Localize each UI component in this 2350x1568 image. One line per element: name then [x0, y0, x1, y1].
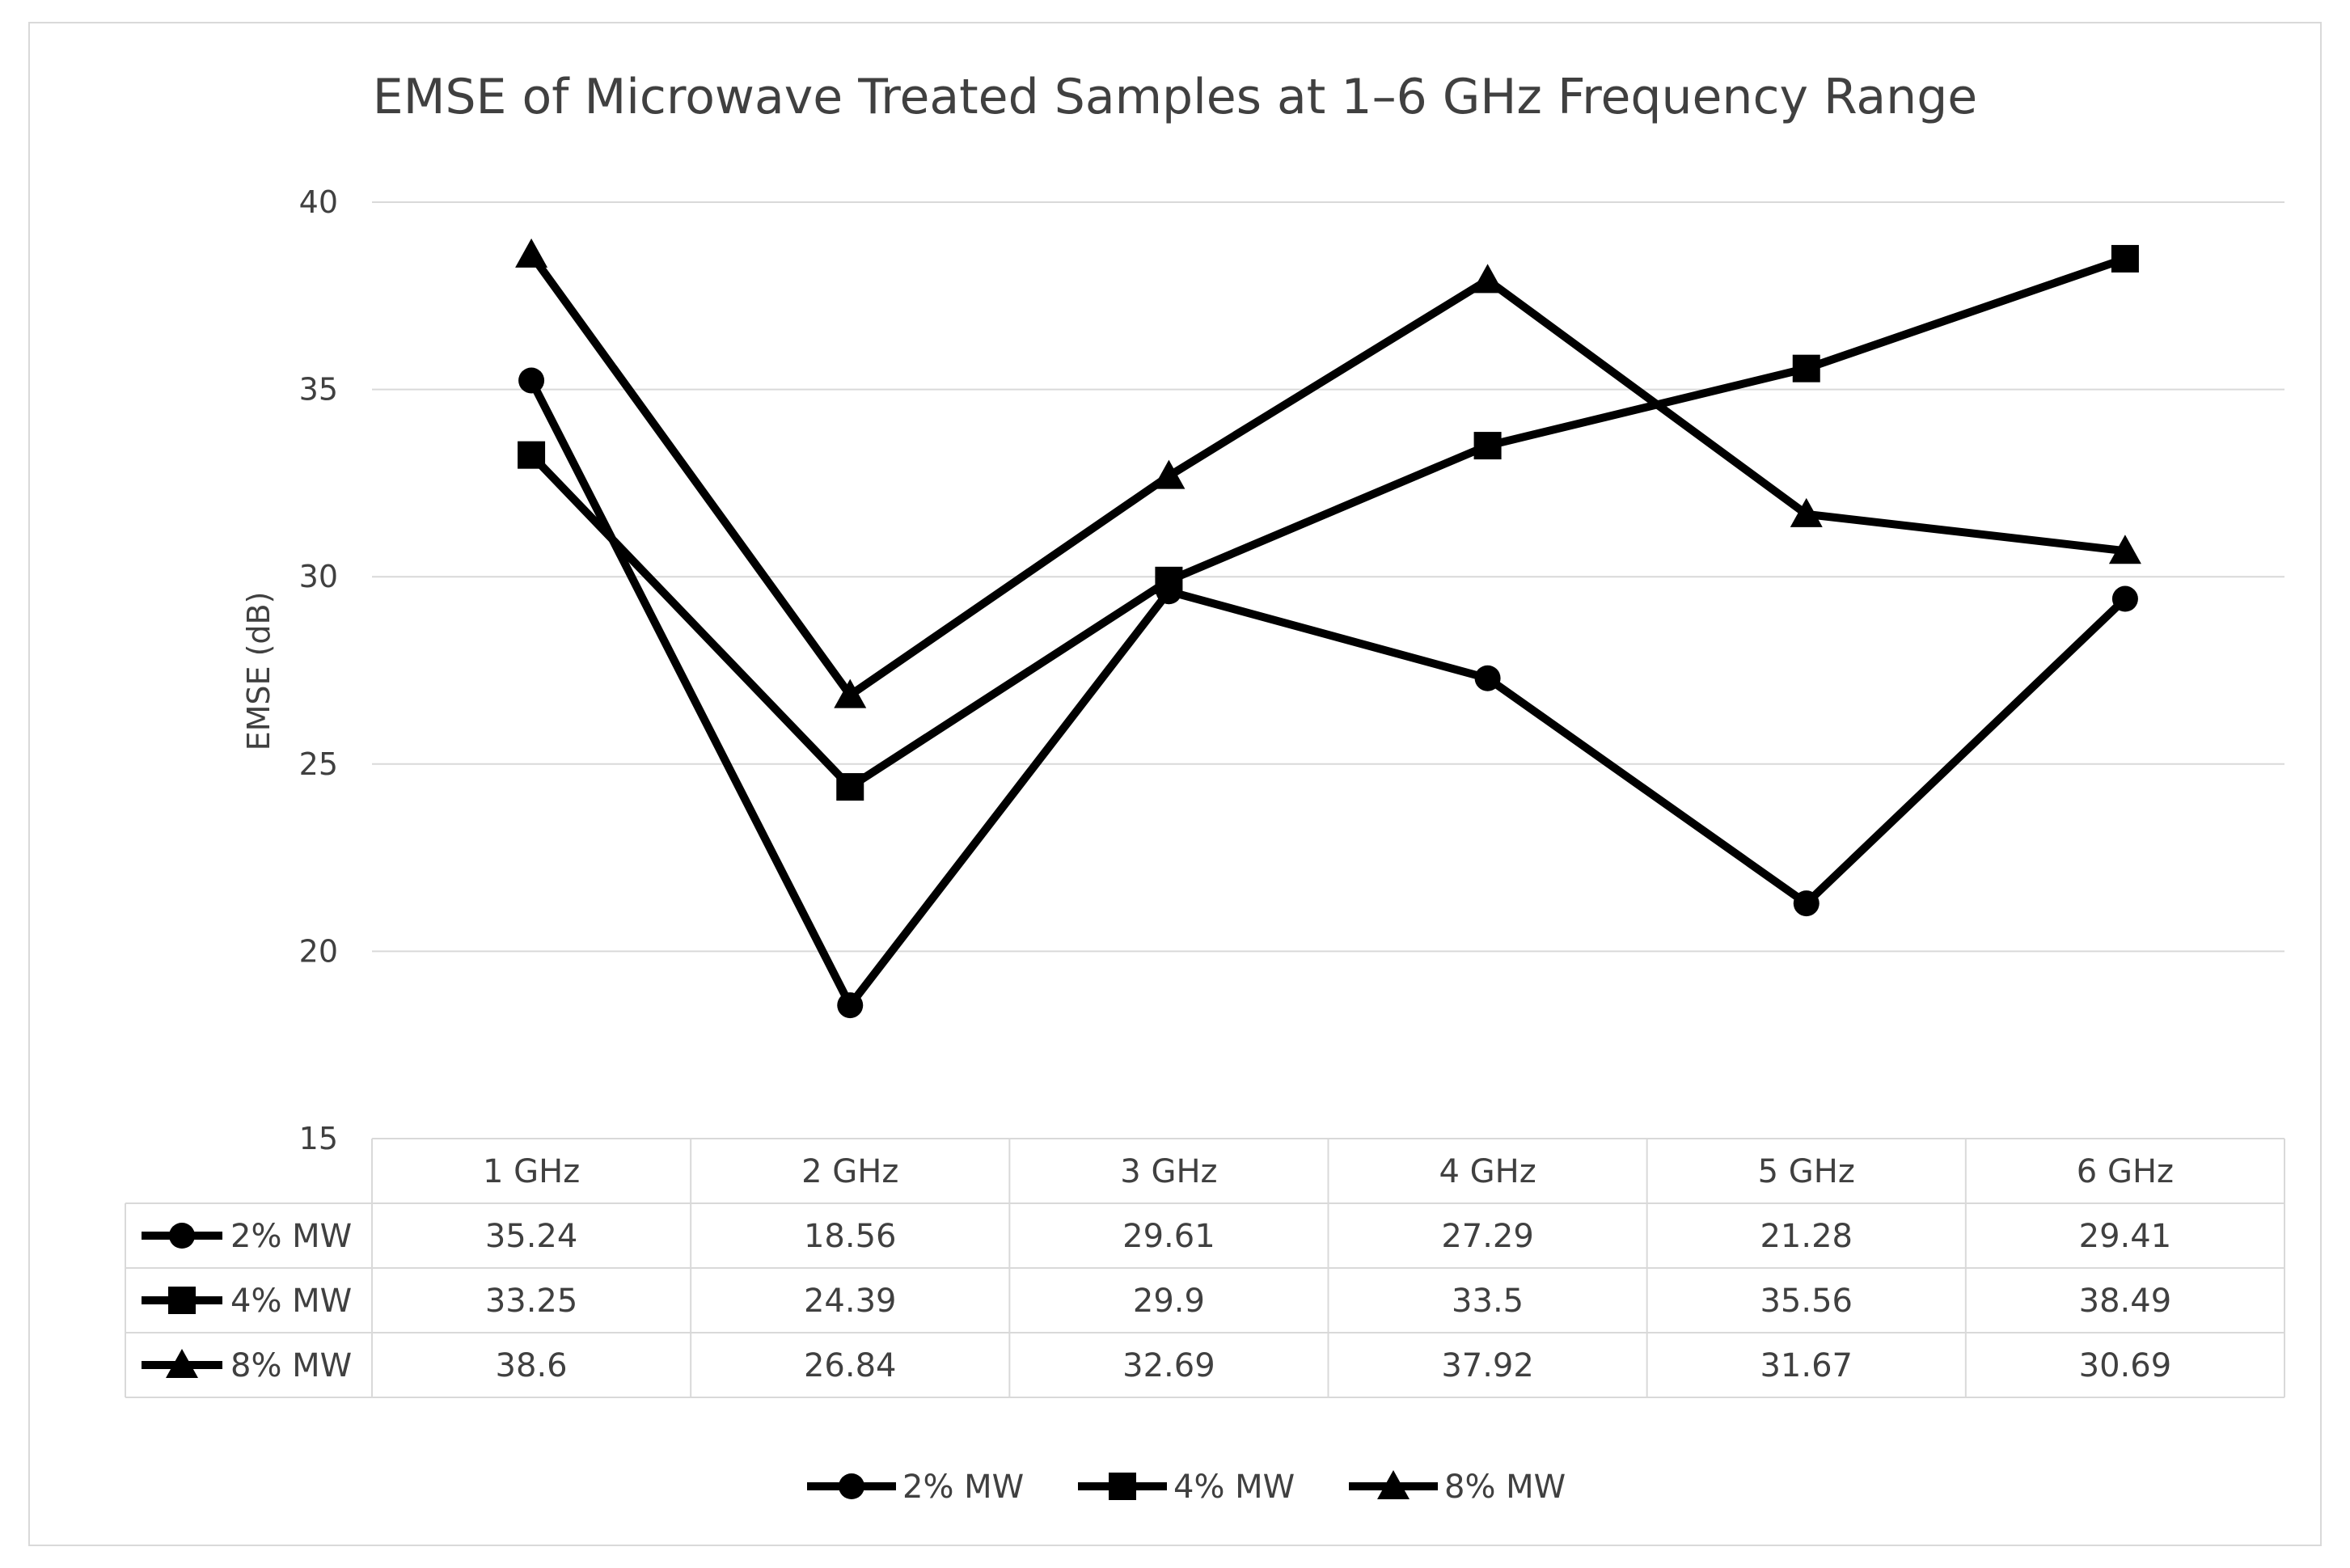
y-axis-ticks: 15 20 25 30 35 40	[299, 184, 338, 1156]
data-label-4-mw-4-ghz: 33.5	[1452, 1283, 1524, 1320]
data-point-8-mw-1-ghz	[515, 238, 548, 268]
legend: 2% MW 4% MW 8% MW	[807, 1469, 1566, 1506]
data-point-4-mw-4-ghz	[1473, 432, 1502, 460]
data-point-2-mw-1-ghz	[518, 367, 545, 394]
x-tick-label-6-ghz: 6 GHz	[2077, 1153, 2174, 1190]
data-label-4-mw-2-ghz: 24.39	[804, 1283, 897, 1320]
legend-entry-4-mw: 4% MW	[1078, 1469, 1295, 1506]
table-key-marker-8-mw	[166, 1349, 198, 1378]
x-tick-label-1-ghz: 1 GHz	[483, 1153, 580, 1190]
legend-entry-2-mw: 2% MW	[807, 1469, 1024, 1506]
data-point-4-mw-3-ghz	[1155, 566, 1183, 594]
gridlines	[372, 201, 2284, 953]
data-label-8-mw-4-ghz: 37.92	[1441, 1347, 1534, 1384]
series-lines	[515, 238, 2141, 1019]
y-tick-label-40: 40	[299, 184, 338, 220]
legend-marker-4-mw	[1109, 1473, 1136, 1500]
data-label-4-mw-5-ghz: 35.56	[1760, 1283, 1853, 1320]
legend-marker-8-mw	[1377, 1470, 1410, 1499]
y-tick-label-35: 35	[299, 372, 338, 408]
table-row-label-8-mw: 8% MW	[230, 1347, 352, 1384]
y-tick-label-20: 20	[299, 933, 338, 969]
data-label-8-mw-3-ghz: 32.69	[1122, 1347, 1215, 1384]
data-point-2-mw-2-ghz	[837, 992, 864, 1019]
y-tick-label-15: 15	[299, 1121, 338, 1156]
chart-title: EMSE of Microwave Treated Samples at 1–6…	[373, 69, 1977, 125]
legend-label-4-mw: 4% MW	[1173, 1469, 1295, 1506]
data-point-2-mw-5-ghz	[1793, 890, 1820, 917]
data-point-2-mw-4-ghz	[1474, 665, 1501, 691]
data-label-8-mw-6-ghz: 30.69	[2079, 1347, 2172, 1384]
series-line-2-mw	[527, 378, 2128, 1010]
x-tick-label-4-ghz: 4 GHz	[1439, 1153, 1536, 1190]
x-tick-label-2-ghz: 2 GHz	[801, 1153, 898, 1190]
data-label-2-mw-5-ghz: 21.28	[1760, 1218, 1853, 1255]
data-label-2-mw-3-ghz: 29.61	[1122, 1218, 1215, 1255]
y-tick-label-30: 30	[299, 559, 338, 594]
data-label-2-mw-2-ghz: 18.56	[804, 1218, 897, 1255]
y-tick-label-25: 25	[299, 746, 338, 782]
table-key-marker-2-mw	[169, 1223, 195, 1249]
data-point-8-mw-4-ghz	[1471, 264, 1504, 294]
table-row-4-mw: 4% MW 33.25 24.39 29.9 33.5 35.56 38.49	[142, 1283, 2171, 1320]
table-key-marker-4-mw	[168, 1287, 196, 1314]
data-label-2-mw-1-ghz: 35.24	[485, 1218, 578, 1255]
legend-marker-2-mw	[839, 1473, 864, 1499]
data-point-4-mw-6-ghz	[2111, 244, 2139, 273]
data-table: 1 GHz 2 GHz 3 GHz 4 GHz 5 GHz 6 GHz 2% MW 35.24…	[125, 1138, 2285, 1398]
data-label-2-mw-6-ghz: 29.41	[2079, 1218, 2172, 1255]
data-label-4-mw-6-ghz: 38.49	[2079, 1283, 2172, 1320]
legend-label-2-mw: 2% MW	[902, 1469, 1024, 1506]
data-label-8-mw-2-ghz: 26.84	[804, 1347, 897, 1384]
series-line-4-mw	[528, 255, 2127, 792]
data-label-4-mw-1-ghz: 33.25	[485, 1283, 578, 1320]
series-8-mw	[515, 238, 2141, 708]
x-tick-label-5-ghz: 5 GHz	[1758, 1153, 1855, 1190]
table-row-8-mw: 8% MW 38.6 26.84 32.69 37.92 31.67 30.69	[142, 1347, 2171, 1384]
chart-frame	[28, 22, 2322, 1546]
data-point-8-mw-3-ghz	[1152, 459, 1186, 489]
series-line-8-mw	[528, 251, 2126, 699]
table-row-label-4-mw: 4% MW	[230, 1283, 352, 1320]
legend-label-8-mw: 8% MW	[1444, 1469, 1566, 1506]
legend-entry-8-mw: 8% MW	[1349, 1469, 1566, 1506]
data-label-2-mw-4-ghz: 27.29	[1441, 1218, 1534, 1255]
data-point-2-mw-6-ghz	[2111, 585, 2138, 612]
data-label-8-mw-1-ghz: 38.6	[496, 1347, 568, 1384]
y-axis-label: EMSE (dB)	[241, 592, 277, 751]
data-point-8-mw-2-ghz	[834, 678, 867, 708]
data-point-8-mw-5-ghz	[1790, 497, 1823, 527]
data-point-4-mw-5-ghz	[1792, 354, 1820, 382]
x-tick-label-3-ghz: 3 GHz	[1120, 1153, 1217, 1190]
data-point-8-mw-6-ghz	[2108, 535, 2141, 564]
data-point-4-mw-1-ghz	[518, 441, 546, 469]
table-row-2-mw: 2% MW 35.24 18.56 29.61 27.29 21.28 29.41	[142, 1218, 2171, 1255]
table-row-label-2-mw: 2% MW	[230, 1218, 352, 1255]
data-label-8-mw-5-ghz: 31.67	[1760, 1347, 1853, 1384]
data-point-4-mw-2-ghz	[836, 773, 864, 801]
data-label-4-mw-3-ghz: 29.9	[1133, 1283, 1205, 1320]
series-4-mw	[518, 244, 2139, 801]
